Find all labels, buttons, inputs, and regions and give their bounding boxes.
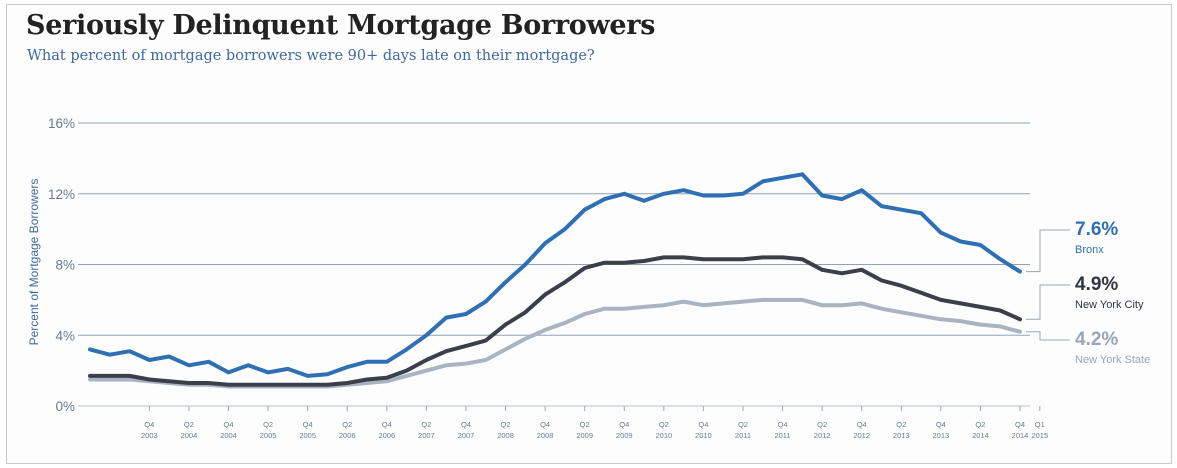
x-tick-year: 2011 [735, 431, 751, 440]
chart-title: Seriously Delinquent Mortgage Borrowers [26, 10, 656, 41]
chart-subtitle: What percent of mortgage borrowers were … [27, 48, 595, 64]
x-tick-quarter: Q4 [698, 420, 708, 429]
y-tick-label: 8% [55, 258, 75, 273]
x-tick-year: 2008 [497, 431, 514, 440]
series-lines [88, 172, 1022, 389]
y-tick-label: 12% [48, 187, 75, 202]
y-tick-label: 0% [55, 399, 75, 414]
x-tick-year: 2011 [774, 431, 790, 440]
x-tick-quarter: Q2 [896, 420, 906, 429]
x-tick-year: 2006 [378, 431, 395, 440]
x-tick-year: 2014 [972, 431, 989, 440]
end-series-name: New York State [1075, 354, 1150, 366]
y-axis-ticks: 0% 4% 8% 12% 16% [48, 116, 75, 414]
x-tick-year: 2009 [616, 431, 633, 440]
x-tick-quarter: Q4 [303, 420, 313, 429]
x-tick-quarter: Q4 [857, 420, 867, 429]
x-tick-quarter: Q4 [382, 420, 392, 429]
chart-frame [6, 4, 1172, 464]
series-line-new-york-city [88, 255, 1022, 387]
x-tick-year: 2004 [220, 431, 237, 440]
x-tick-year: 2004 [181, 431, 198, 440]
x-tick-year: 2012 [853, 431, 870, 440]
x-tick-quarter: Q2 [580, 420, 590, 429]
x-tick-year: 2010 [695, 431, 712, 440]
x-tick-quarter: Q1 [1035, 420, 1045, 429]
x-tick-quarter: Q2 [738, 420, 748, 429]
x-tick-quarter: Q2 [421, 420, 431, 429]
end-value-label: 4.2% [1075, 329, 1118, 350]
x-tick-quarter: Q4 [144, 420, 154, 429]
gridlines [78, 122, 1030, 407]
x-tick-year: 2009 [576, 431, 593, 440]
end-series-name: Bronx [1075, 244, 1104, 256]
x-tick-quarter: Q2 [659, 420, 669, 429]
x-tick-quarter: Q4 [936, 420, 946, 429]
x-tick-year: 2007 [418, 431, 435, 440]
end-label-connector [1026, 331, 1070, 341]
end-value-label: 7.6% [1075, 219, 1118, 240]
x-tick-year: 2014 [1012, 431, 1029, 440]
x-tick-quarter: Q4 [1015, 420, 1025, 429]
x-tick-year: 2013 [933, 431, 950, 440]
x-tick-year: 2007 [458, 431, 475, 440]
end-label-connector [1026, 229, 1070, 273]
x-tick-year: 2006 [339, 431, 356, 440]
end-value-label: 4.9% [1075, 274, 1118, 295]
x-tick-quarter: Q2 [817, 420, 827, 429]
x-tick-quarter: Q4 [461, 420, 471, 429]
x-tick-quarter: Q4 [619, 420, 629, 429]
x-tick-year: 2015 [1031, 431, 1048, 440]
x-tick-year: 2005 [299, 431, 316, 440]
x-tick-quarter: Q2 [501, 420, 511, 429]
x-tick-quarter: Q4 [540, 420, 550, 429]
end-series-name: New York City [1075, 299, 1144, 311]
series-line-bronx [88, 172, 1022, 378]
x-tick-year: 2012 [814, 431, 831, 440]
end-labels: 7.6% Bronx 4.9% New York City 4.2% New York S… [1026, 219, 1150, 366]
x-tick-quarter: Q2 [184, 420, 194, 429]
x-tick-quarter: Q2 [263, 420, 273, 429]
x-tick-quarter: Q2 [975, 420, 985, 429]
x-tick-year: 2010 [655, 431, 672, 440]
x-tick-year: 2003 [141, 431, 158, 440]
x-tick-quarter: Q4 [778, 420, 788, 429]
x-tick-quarter: Q2 [342, 420, 352, 429]
x-tick-year: 2005 [260, 431, 277, 440]
x-tick-quarter: Q4 [224, 420, 234, 429]
x-tick-year: 2013 [893, 431, 910, 440]
y-axis-label: Percent of Mortgage Borrowers [27, 179, 41, 346]
x-tick-year: 2008 [537, 431, 554, 440]
end-label-connector [1026, 284, 1070, 320]
y-tick-label: 4% [55, 328, 75, 343]
x-axis-ticks: Q4 2003 Q2 2004 Q4 2004 Q2 2005 Q4 2005 Q2 2006 Q4 20… [141, 406, 1048, 440]
y-tick-label: 16% [48, 116, 75, 131]
